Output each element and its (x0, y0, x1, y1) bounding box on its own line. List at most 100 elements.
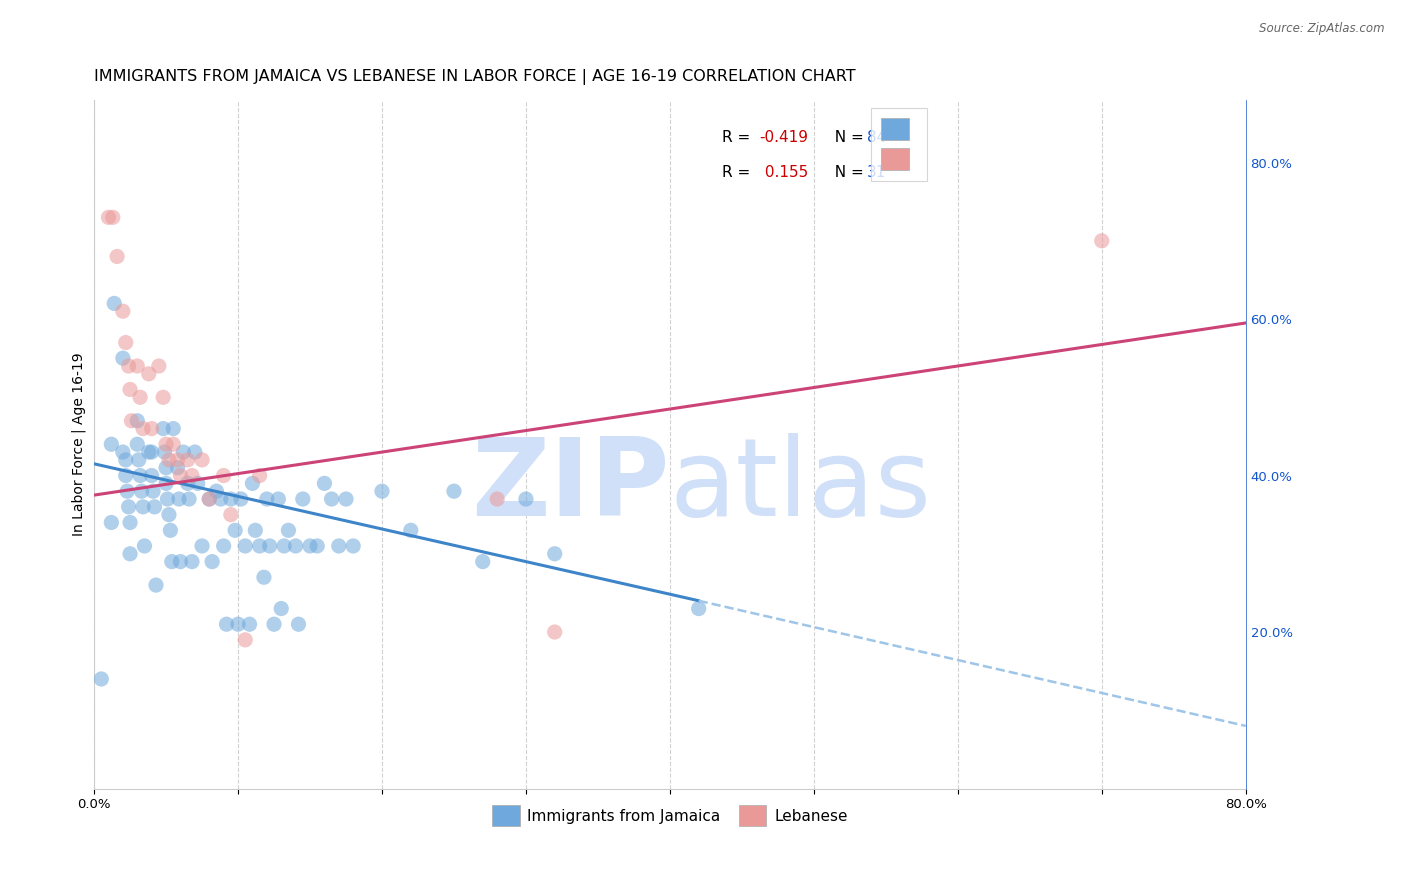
Point (131, 484, 153, 499)
Point (128, 453, 150, 467)
Point (152, 421, 174, 435)
Point (226, 617, 249, 632)
Point (233, 539, 256, 553)
Point (191, 453, 214, 467)
Point (138, 445, 160, 459)
Point (132, 421, 155, 435)
Point (209, 491, 232, 506)
Point (127, 437, 149, 451)
Point (242, 476, 264, 491)
Point (249, 539, 271, 553)
Point (129, 468, 152, 483)
Text: atlas: atlas (669, 433, 932, 539)
Point (148, 359, 170, 373)
Point (155, 460, 177, 475)
Text: R =: R = (721, 130, 755, 145)
Point (284, 539, 307, 553)
Text: N =: N = (825, 165, 869, 180)
Point (263, 617, 285, 632)
Point (212, 468, 235, 483)
Point (177, 491, 200, 506)
Point (127, 359, 149, 373)
Point (371, 484, 394, 499)
Point (229, 491, 252, 506)
Legend: Immigrants from Jamaica, Lebanese: Immigrants from Jamaica, Lebanese (486, 798, 853, 832)
Point (162, 421, 184, 435)
Point (162, 437, 184, 451)
Point (273, 539, 295, 553)
Point (157, 453, 180, 467)
Point (335, 491, 357, 506)
Point (155, 437, 177, 451)
Point (159, 524, 181, 538)
Point (201, 555, 224, 569)
Point (115, 484, 138, 499)
Point (155, 476, 177, 491)
Point (181, 468, 204, 483)
Point (187, 476, 209, 491)
Point (156, 491, 179, 506)
Text: N =: N = (825, 130, 869, 145)
Point (224, 524, 246, 538)
Point (120, 383, 142, 397)
Point (166, 453, 188, 467)
Point (111, 445, 134, 459)
Point (114, 335, 136, 350)
Point (176, 476, 198, 491)
Point (120, 547, 142, 561)
Point (270, 601, 292, 615)
Point (111, 304, 134, 318)
Point (198, 491, 221, 506)
Text: Source: ZipAtlas.com: Source: ZipAtlas.com (1260, 22, 1385, 36)
Point (132, 500, 155, 514)
Point (120, 516, 142, 530)
Point (105, 250, 128, 264)
Point (212, 539, 235, 553)
Point (238, 617, 260, 632)
Text: -0.419: -0.419 (759, 130, 808, 145)
Point (277, 524, 299, 538)
Point (166, 460, 188, 475)
Point (141, 468, 163, 483)
Point (181, 555, 204, 569)
Point (134, 539, 156, 553)
Point (298, 539, 321, 553)
Point (443, 484, 465, 499)
Point (253, 570, 276, 584)
Point (515, 491, 537, 506)
Point (205, 484, 228, 499)
Point (219, 508, 242, 522)
Point (1091, 234, 1114, 248)
Point (138, 367, 160, 381)
Point (117, 500, 139, 514)
Text: 84: 84 (868, 130, 886, 145)
Point (172, 445, 194, 459)
Point (249, 468, 271, 483)
Point (160, 555, 183, 569)
Point (314, 476, 336, 491)
Point (215, 617, 238, 632)
Point (129, 390, 152, 404)
Point (100, 437, 122, 451)
Point (90, 672, 112, 686)
Point (219, 491, 242, 506)
Point (114, 453, 136, 467)
Point (688, 601, 710, 615)
Point (328, 539, 350, 553)
Point (141, 421, 163, 435)
Point (287, 617, 309, 632)
Point (245, 524, 267, 538)
Point (153, 445, 176, 459)
Point (145, 578, 167, 592)
Point (141, 445, 163, 459)
Point (291, 491, 314, 506)
Point (307, 539, 329, 553)
Point (544, 547, 567, 561)
Point (169, 468, 191, 483)
Point (101, 211, 124, 225)
Point (114, 468, 136, 483)
Point (342, 539, 364, 553)
Point (259, 539, 281, 553)
Text: 0.155: 0.155 (759, 165, 808, 180)
Text: R =: R = (721, 165, 755, 180)
